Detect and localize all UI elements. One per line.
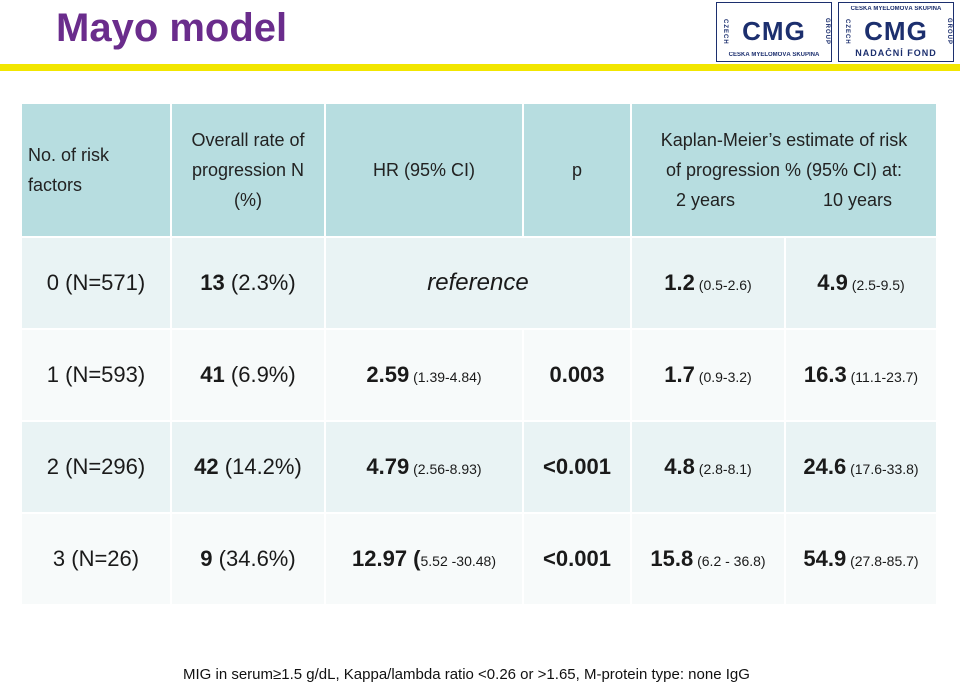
header-divider (0, 64, 960, 71)
km-2y-ci: (0.5-2.6) (694, 277, 752, 293)
cmg-logo-foundation: CZECH ČESKÁ MYELOMOVÁ SKUPINA CMG GROUP … (838, 2, 954, 62)
cell-risk: 1 (N=593) (22, 330, 170, 420)
logo-side-left: CZECH (844, 19, 850, 45)
table-row: 0 (N=571) 13 (2.3%) reference 1.2 (0.5-2… (22, 238, 936, 328)
km-10y-ci: (11.1-23.7) (846, 369, 919, 385)
km-2y-ci: (0.9-3.2) (694, 369, 752, 385)
logo-mark: CMG (742, 16, 806, 46)
rate-count: 42 (194, 454, 219, 479)
cell-p: <0.001 (524, 514, 630, 604)
km-title-line1: Kaplan-Meier’s estimate of risk (660, 130, 908, 150)
km-2y-ci: (6.2 - 36.8) (693, 553, 766, 569)
hr-ci: (1.39-4.84) (409, 369, 482, 385)
rate-count: 41 (200, 362, 225, 387)
rate-count: 13 (200, 270, 225, 295)
km-2y-value: 1.7 (664, 362, 695, 387)
cell-km-2y: 1.7 (0.9-3.2) (632, 330, 784, 420)
km-title-line2: of progression % (95% CI) at: (665, 160, 903, 180)
table-row: 2 (N=296) 42 (14.2%) 4.79 (2.56-8.93) <0… (22, 422, 936, 512)
cell-km-10y: 4.9 (2.5-9.5) (786, 238, 936, 328)
km-10y-value: 4.9 (817, 270, 848, 295)
km-years: 2 years 10 years (632, 185, 936, 215)
page-title: Mayo model (56, 6, 288, 50)
cell-risk: 0 (N=571) (22, 238, 170, 328)
table-header-row: No. of risk factors Overall rate of prog… (22, 104, 936, 236)
km-10y-value: 16.3 (803, 362, 847, 387)
cell-hr: 2.59 (1.39-4.84) (326, 330, 522, 420)
cmg-logo-group: CZECH CMG GROUP ČESKÁ MYELOMOVÁ SKUPINA (716, 2, 832, 62)
hr-ci: 5.52 -30.48) (420, 553, 497, 569)
hr-reference: reference (427, 269, 529, 296)
header-overall-rate: Overall rate of progression N (%) (172, 104, 324, 236)
km-2y-ci: (2.8-8.1) (694, 461, 752, 477)
cell-km-2y: 1.2 (0.5-2.6) (632, 238, 784, 328)
logo-side-right: GROUP (824, 18, 830, 46)
cell-hr: 12.97 (5.52 -30.48) (326, 514, 522, 604)
footnote: MIG in serum≥1.5 g/dL, Kappa/lambda rati… (183, 666, 750, 683)
km-10y-ci: (17.6-33.8) (846, 461, 919, 477)
cell-rate: 9 (34.6%) (172, 514, 324, 604)
header-risk-factors: No. of risk factors (22, 104, 170, 236)
cell-rate: 41 (6.9%) (172, 330, 324, 420)
table-row: 1 (N=593) 41 (6.9%) 2.59 (1.39-4.84) 0.0… (22, 330, 936, 420)
logo-mark: CMG (864, 16, 928, 46)
km-10y-ci: (2.5-9.5) (847, 277, 905, 293)
cell-rate: 42 (14.2%) (172, 422, 324, 512)
cell-hr-reference: reference (326, 238, 630, 328)
cell-p: <0.001 (524, 422, 630, 512)
p-value: 0.003 (549, 362, 605, 387)
cell-km-10y: 16.3 (11.1-23.7) (786, 330, 936, 420)
rate-percent: (14.2%) (218, 454, 302, 479)
km-2y-value: 1.2 (664, 270, 695, 295)
cell-risk: 2 (N=296) (22, 422, 170, 512)
p-value: <0.001 (543, 546, 611, 571)
cell-hr: 4.79 (2.56-8.93) (326, 422, 522, 512)
logo-caption: ČESKÁ MYELOMOVÁ SKUPINA (728, 52, 820, 58)
hr-value: 2.59 (366, 362, 410, 387)
header-kaplan-meier: Kaplan-Meier’s estimate of risk of progr… (632, 104, 936, 236)
rate-percent: (34.6%) (212, 546, 296, 571)
table-row: 3 (N=26) 9 (34.6%) 12.97 (5.52 -30.48) <… (22, 514, 936, 604)
hr-value: 4.79 (366, 454, 410, 479)
km-2y-value: 4.8 (664, 454, 695, 479)
header-hr: HR (95% CI) (326, 104, 522, 236)
cell-risk: 3 (N=26) (22, 514, 170, 604)
km-2y-value: 15.8 (650, 546, 694, 571)
logo-side-right: GROUP (946, 18, 952, 46)
cell-km-10y: 54.9 (27.8-85.7) (786, 514, 936, 604)
hr-value: 12.97 ( (352, 546, 421, 571)
rate-percent: (2.3%) (224, 270, 296, 295)
mayo-model-table: No. of risk factors Overall rate of prog… (20, 102, 938, 606)
logo-side-left: CZECH (722, 19, 728, 45)
cell-km-2y: 15.8 (6.2 - 36.8) (632, 514, 784, 604)
logo-caption-bottom: NADAČNÍ FOND (855, 48, 937, 58)
p-value: <0.001 (543, 454, 611, 479)
rate-count: 9 (200, 546, 213, 571)
rate-percent: (6.9%) (224, 362, 296, 387)
logo-caption-top: ČESKÁ MYELOMOVÁ SKUPINA (850, 6, 942, 12)
cell-rate: 13 (2.3%) (172, 238, 324, 328)
cell-km-2y: 4.8 (2.8-8.1) (632, 422, 784, 512)
header-p: p (524, 104, 630, 236)
km-10y-ci: (27.8-85.7) (846, 553, 919, 569)
km-10y-value: 24.6 (803, 454, 847, 479)
km-2-years: 2 years (675, 190, 735, 210)
km-10-years: 10 years (822, 190, 892, 210)
cell-p: 0.003 (524, 330, 630, 420)
cell-km-10y: 24.6 (17.6-33.8) (786, 422, 936, 512)
hr-ci: (2.56-8.93) (409, 461, 482, 477)
km-10y-value: 54.9 (803, 546, 847, 571)
